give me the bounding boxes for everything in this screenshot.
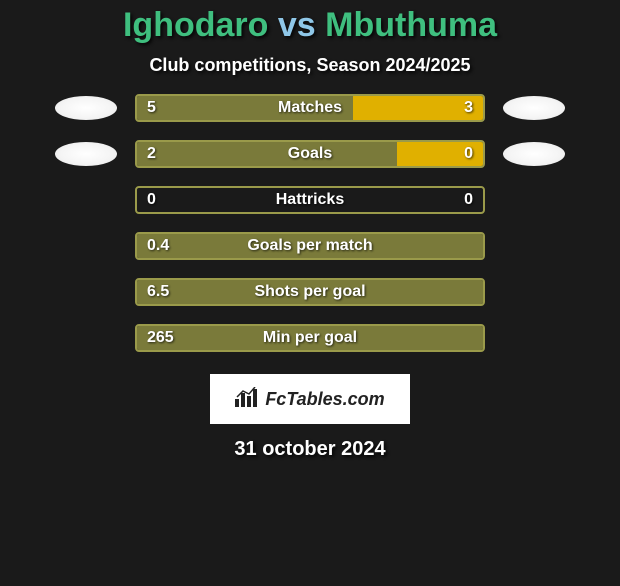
date-text: 31 october 2024 (0, 438, 620, 461)
stat-row: 2Goals0 (0, 140, 620, 168)
stat-right-value: 3 (464, 96, 473, 120)
stat-label: Goals per match (137, 234, 483, 258)
vs-text: vs (278, 6, 316, 44)
stats-container: 5Matches32Goals00Hattricks00.4Goals per … (0, 94, 620, 352)
stat-bar: 0.4Goals per match (135, 232, 485, 260)
player2-avatar (503, 280, 565, 304)
stat-label: Matches (137, 96, 483, 120)
player1-avatar (55, 96, 117, 120)
player1-avatar (55, 280, 117, 304)
player2-avatar (503, 326, 565, 350)
stat-label: Goals (137, 142, 483, 166)
player2-avatar (503, 234, 565, 258)
subtitle: Club competitions, Season 2024/2025 (0, 55, 620, 76)
player2-avatar (503, 188, 565, 212)
stat-row: 6.5Shots per goal (0, 278, 620, 306)
player1-avatar (55, 234, 117, 258)
player1-avatar (55, 188, 117, 212)
stat-bar: 6.5Shots per goal (135, 278, 485, 306)
stat-row: 5Matches3 (0, 94, 620, 122)
stat-label: Shots per goal (137, 280, 483, 304)
stat-right-value: 0 (464, 142, 473, 166)
stat-right-value: 0 (464, 188, 473, 212)
player1-avatar (55, 142, 117, 166)
bar-chart-icon (235, 387, 259, 412)
stat-label: Hattricks (137, 188, 483, 212)
stat-row: 0Hattricks0 (0, 186, 620, 214)
stat-row: 265Min per goal (0, 324, 620, 352)
stat-bar: 2Goals0 (135, 140, 485, 168)
player2-avatar (503, 142, 565, 166)
player2-avatar (503, 96, 565, 120)
page-title: Ighodaro vs Mbuthuma (0, 6, 620, 45)
player2-name: Mbuthuma (325, 6, 497, 44)
player1-name: Ighodaro (123, 6, 268, 44)
logo-text: FcTables.com (265, 389, 384, 410)
stat-bar: 5Matches3 (135, 94, 485, 122)
stat-label: Min per goal (137, 326, 483, 350)
fctables-logo: FcTables.com (210, 374, 410, 424)
stat-row: 0.4Goals per match (0, 232, 620, 260)
player1-avatar (55, 326, 117, 350)
stat-bar: 0Hattricks0 (135, 186, 485, 214)
stat-bar: 265Min per goal (135, 324, 485, 352)
